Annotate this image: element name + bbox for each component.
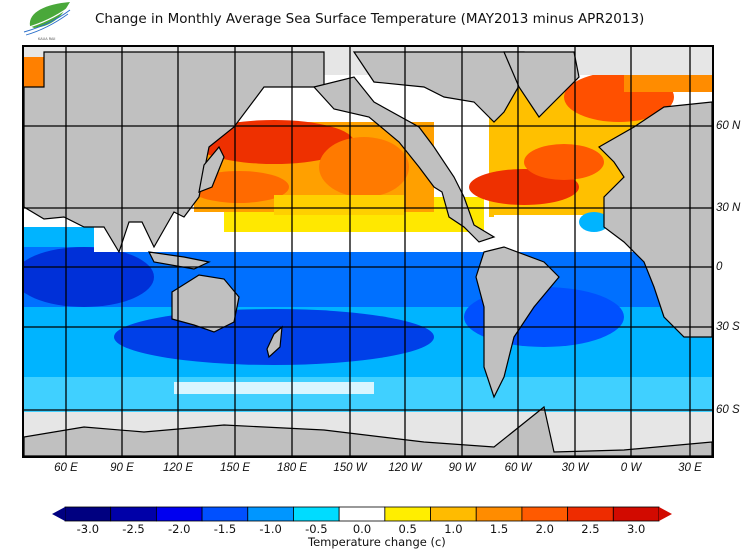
colorbar-bin	[430, 506, 477, 522]
lon-label: 150 W	[333, 462, 367, 474]
asia-landmass	[24, 51, 325, 254]
lon-label: 120 E	[162, 462, 194, 474]
lon-label: 120 W	[388, 462, 422, 474]
colorbar-arrow-low	[52, 507, 65, 521]
lat-label: 30 N	[716, 202, 741, 214]
lon-label: 90 E	[110, 462, 134, 474]
colorbar-bin	[475, 506, 523, 522]
colorbar-tick-label: -1.5	[213, 522, 237, 536]
colorbar-tick-label: -1.0	[259, 522, 282, 536]
colorbar-tick-label: -0.5	[305, 522, 328, 536]
sst-change-map	[22, 45, 714, 458]
colorbar-tick-label: 2.0	[535, 522, 554, 536]
colorbar-label: Temperature change (c)	[308, 535, 446, 549]
colorbar-bin	[201, 506, 249, 522]
lon-label: 30 W	[561, 462, 589, 474]
colorbar-tick-label: 2.5	[581, 522, 600, 536]
japan	[198, 145, 225, 193]
australia	[171, 274, 240, 333]
new-zealand	[266, 325, 283, 359]
colorbar	[52, 506, 672, 522]
lon-label: 150 E	[219, 462, 251, 474]
colorbar-tick-label: -3.0	[76, 522, 100, 536]
colorbar-bin	[247, 506, 294, 522]
lat-label: 60 N	[716, 120, 741, 132]
colorbar-bin	[338, 506, 386, 522]
colorbar-tick-label: 0.5	[398, 522, 417, 536]
svg-text:KAUA RAII: KAUA RAII	[38, 37, 55, 41]
colorbar-bin	[293, 506, 340, 522]
lon-label: 60 E	[54, 462, 78, 474]
colorbar-bin	[521, 506, 569, 522]
land-masses	[24, 51, 712, 456]
lon-label: 60 W	[504, 462, 532, 474]
colorbar-bin	[155, 506, 203, 522]
colorbar-bin	[110, 506, 157, 522]
lon-label: 90 W	[448, 462, 476, 474]
colorbar-tick-label: 3.0	[626, 522, 646, 536]
colorbar-bin	[64, 506, 112, 522]
colorbar-arrow-high	[659, 507, 672, 521]
chart-title: Change in Monthly Average Sea Surface Te…	[95, 11, 645, 27]
north-america	[312, 76, 496, 243]
africa-europe	[598, 101, 712, 338]
antarctica	[24, 405, 712, 456]
lon-label: 30 E	[678, 462, 702, 474]
colorbar-bin	[612, 506, 660, 522]
colorbar-tick-label: 1.5	[489, 522, 509, 536]
colorbar-tick-label: 0.0	[352, 522, 372, 536]
colorbar-tick-label: -2.5	[122, 522, 145, 536]
greenland	[503, 51, 580, 118]
lat-label: 60 S	[716, 404, 740, 416]
colorbar-bin	[384, 506, 431, 522]
leaf-logo-icon: KAUA RAII	[22, 2, 74, 42]
colorbar-bin	[567, 506, 614, 522]
lat-label: 30 S	[716, 321, 740, 333]
lat-label: 0	[716, 261, 723, 273]
lon-label: 180 E	[276, 462, 308, 474]
graticule	[24, 47, 712, 456]
colorbar-tick-label: -2.0	[167, 522, 191, 536]
lon-label: 0 W	[620, 462, 642, 474]
colorbar-tick-label: 1.0	[444, 522, 463, 536]
